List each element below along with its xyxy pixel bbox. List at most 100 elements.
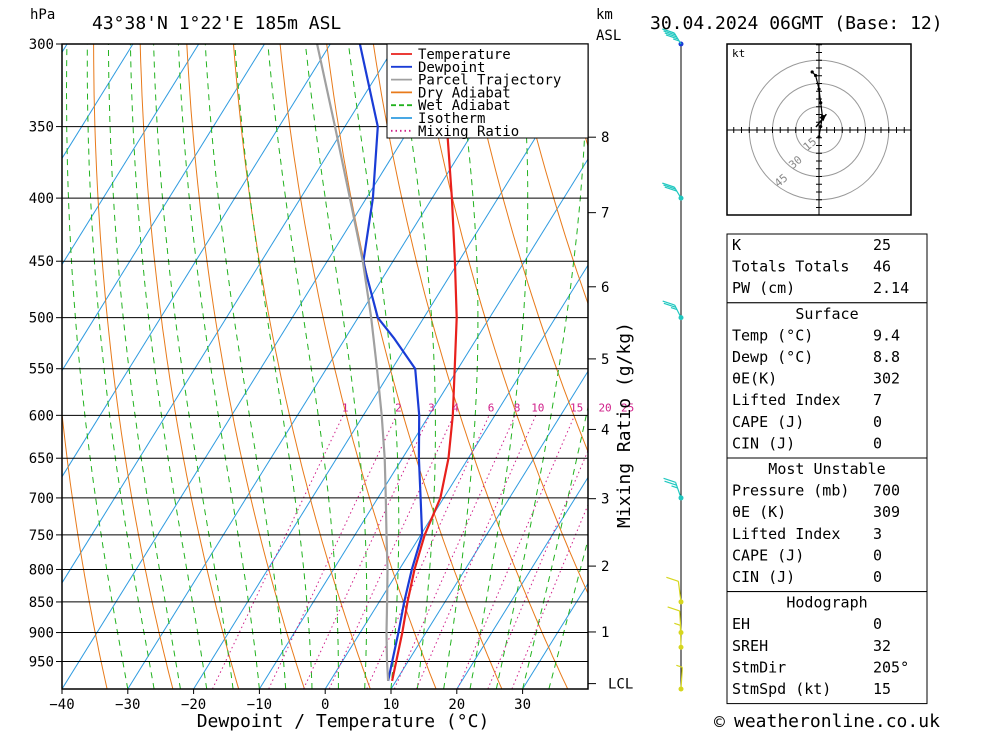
surface-indices-value: 0 [873, 413, 882, 431]
hodograph-point [819, 101, 822, 104]
asl-unit-label: ASL [596, 28, 621, 44]
pressure-tick-label: 600 [29, 408, 54, 424]
hodograph-point [814, 74, 817, 77]
basic-indices-value: 2.14 [873, 279, 909, 297]
plot-frame [62, 44, 588, 689]
mixing-ratio-label: 1 [342, 401, 349, 414]
dry-adiabat-line [971, 26, 1000, 689]
most-unstable-indices-value: 309 [873, 503, 900, 521]
basic-indices-value: 46 [873, 258, 891, 276]
hodograph-indices-value: 0 [873, 615, 882, 633]
isotherm-line [0, 26, 13, 689]
most-unstable-indices-value: 0 [873, 568, 882, 586]
mixing-ratio-label: 15 [570, 401, 583, 414]
basic-indices-label: K [732, 236, 741, 254]
mixing-ratio-line [269, 415, 397, 689]
height-tick-label: 5 [601, 352, 609, 368]
wind-barb-full [668, 607, 680, 611]
pressure-unit-label: hPa [30, 7, 55, 23]
hodograph-indices-value: 15 [873, 680, 891, 698]
surface-indices-label: Temp (°C) [732, 326, 813, 344]
most-unstable-indices-value: 700 [873, 482, 900, 500]
pressure-tick-label: 800 [29, 562, 54, 578]
surface-indices-label: Dewp (°C) [732, 348, 813, 366]
mixing-ratio-label: 6 [488, 401, 495, 414]
location-title: 43°38'N 1°22'E 185m ASL [92, 13, 341, 34]
hodograph-point [811, 70, 814, 73]
pressure-tick-label: 650 [29, 451, 54, 467]
wind-barb-staff [680, 625, 681, 647]
isotherm-line [0, 26, 144, 689]
surface-indices-label: Lifted Index [732, 391, 840, 409]
height-tick-label: LCL [608, 677, 633, 693]
temperature-tick-label: −30 [115, 697, 140, 713]
most-unstable-indices-value: 0 [873, 546, 882, 564]
mixing-ratio-line [488, 415, 603, 689]
credit-text: weatheronline.co.uk [734, 711, 940, 732]
surface-indices-label: θE(K) [732, 370, 777, 388]
dry-adiabat-line [46, 26, 107, 689]
surface-indices-value: 9.4 [873, 326, 900, 344]
height-tick-label: 3 [601, 492, 609, 508]
surface-indices-title: Surface [795, 305, 858, 323]
pressure-tick-label: 850 [29, 595, 54, 611]
height-tick-label: 7 [601, 206, 609, 222]
mixing-ratio-label: 20 [598, 401, 611, 414]
pressure-tick-label: 550 [29, 362, 54, 378]
mixing-ratio-line [512, 415, 626, 689]
km-unit-label: km [596, 7, 613, 23]
x-axis-label: Dewpoint / Temperature (°C) [197, 711, 490, 732]
mixing-ratio-line [213, 415, 344, 689]
mixing-ratio-label: 4 [452, 401, 459, 414]
pressure-tick-label: 450 [29, 254, 54, 270]
hodograph-point [819, 125, 822, 128]
most-unstable-indices-value: 3 [873, 525, 882, 543]
basic-indices-label: PW (cm) [732, 279, 795, 297]
hodograph-indices-label: StmDir [732, 658, 786, 676]
hodograph-indices-title: Hodograph [786, 594, 867, 612]
copyright-symbol: © [714, 712, 725, 733]
surface-indices-value: 0 [873, 434, 882, 452]
most-unstable-indices-label: CAPE (J) [732, 546, 804, 564]
pressure-tick-label: 500 [29, 311, 54, 327]
hodograph-indices-value: 205° [873, 658, 909, 676]
height-tick-label: 8 [601, 130, 609, 146]
dry-adiabat-line [232, 26, 370, 689]
wet-adiabat-line [67, 26, 128, 689]
mixing-ratio-line [416, 415, 535, 689]
mixing-ratio-axis-label: Mixing Ratio (g/kg) [614, 322, 635, 528]
pressure-tick-label: 900 [29, 626, 54, 642]
wind-barb-half [674, 623, 680, 625]
temperature-tick-label: 30 [514, 697, 531, 713]
pressure-tick-label: 300 [29, 37, 54, 53]
mixing-ratio-label: 10 [531, 401, 544, 414]
isotherm-line [0, 26, 407, 689]
wind-barb-full [666, 577, 678, 581]
legend-label: Mixing Ratio [418, 124, 519, 140]
index-tables: K 25 Totals Totals 46 PW (cm) 2.14 Surface Temp… [727, 234, 927, 704]
temperature-tick-label: −40 [49, 697, 74, 713]
hodograph-indices-label: EH [732, 615, 750, 633]
wet-adiabat-line [87, 26, 154, 689]
mixing-ratio-label: 8 [514, 401, 521, 414]
hodograph-unit: kt [732, 47, 745, 60]
height-tick-label: 1 [601, 625, 609, 641]
pressure-tick-label: 700 [29, 491, 54, 507]
most-unstable-indices-label: θE (K) [732, 503, 786, 521]
surface-indices-label: CIN (J) [732, 434, 795, 452]
basic-indices-value: 25 [873, 236, 891, 254]
most-unstable-indices-title: Most Unstable [768, 460, 885, 478]
most-unstable-indices-label: Lifted Index [732, 525, 840, 543]
mixing-ratio-line [394, 415, 515, 689]
surface-indices-value: 302 [873, 370, 900, 388]
mixing-ratio-line [458, 415, 575, 689]
height-tick-label: 2 [601, 559, 609, 575]
most-unstable-indices-label: CIN (J) [732, 568, 795, 586]
height-tick-label: 4 [601, 422, 609, 438]
mixing-ratio-label: 3 [428, 401, 435, 414]
basic-indices-label: Totals Totals [732, 258, 849, 276]
